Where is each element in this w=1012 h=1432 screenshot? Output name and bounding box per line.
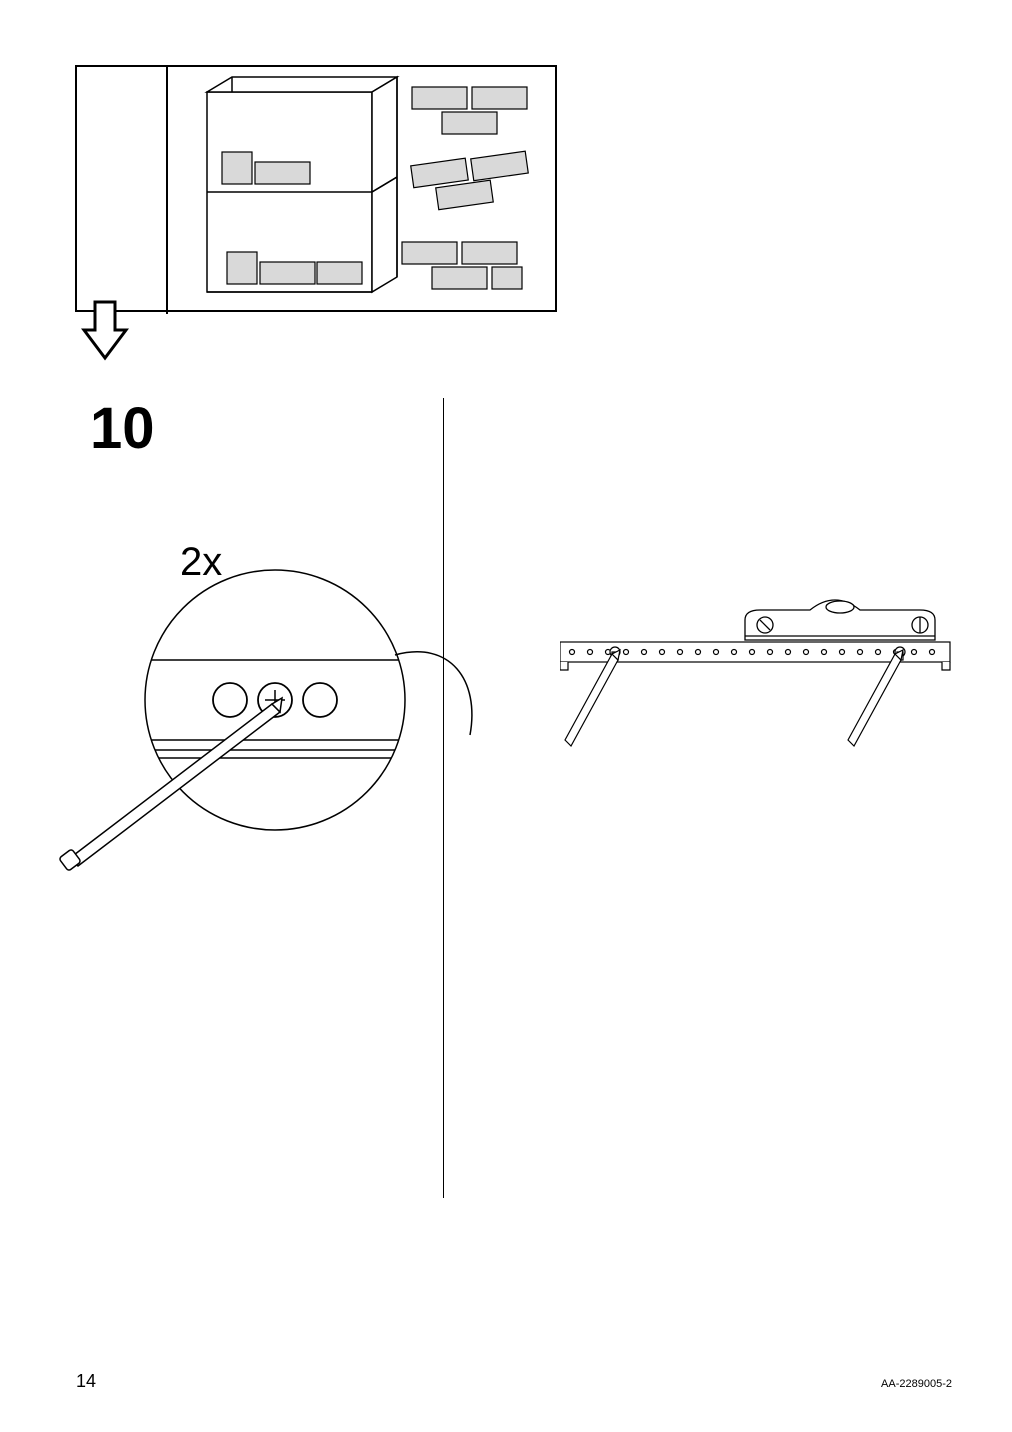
context-illustration [77,67,559,314]
document-id: AA-2289005-2 [881,1378,952,1390]
instruction-page: 10 2x [0,0,1012,1432]
context-panel [75,65,557,312]
down-arrow-icon [80,300,130,370]
step-number: 10 [90,395,155,462]
left-illustration: 2x [50,540,430,840]
page-number: 14 [76,1371,96,1392]
right-illustration [560,570,955,770]
rail-level-icon [560,570,960,790]
mark-detail-icon [50,540,480,880]
